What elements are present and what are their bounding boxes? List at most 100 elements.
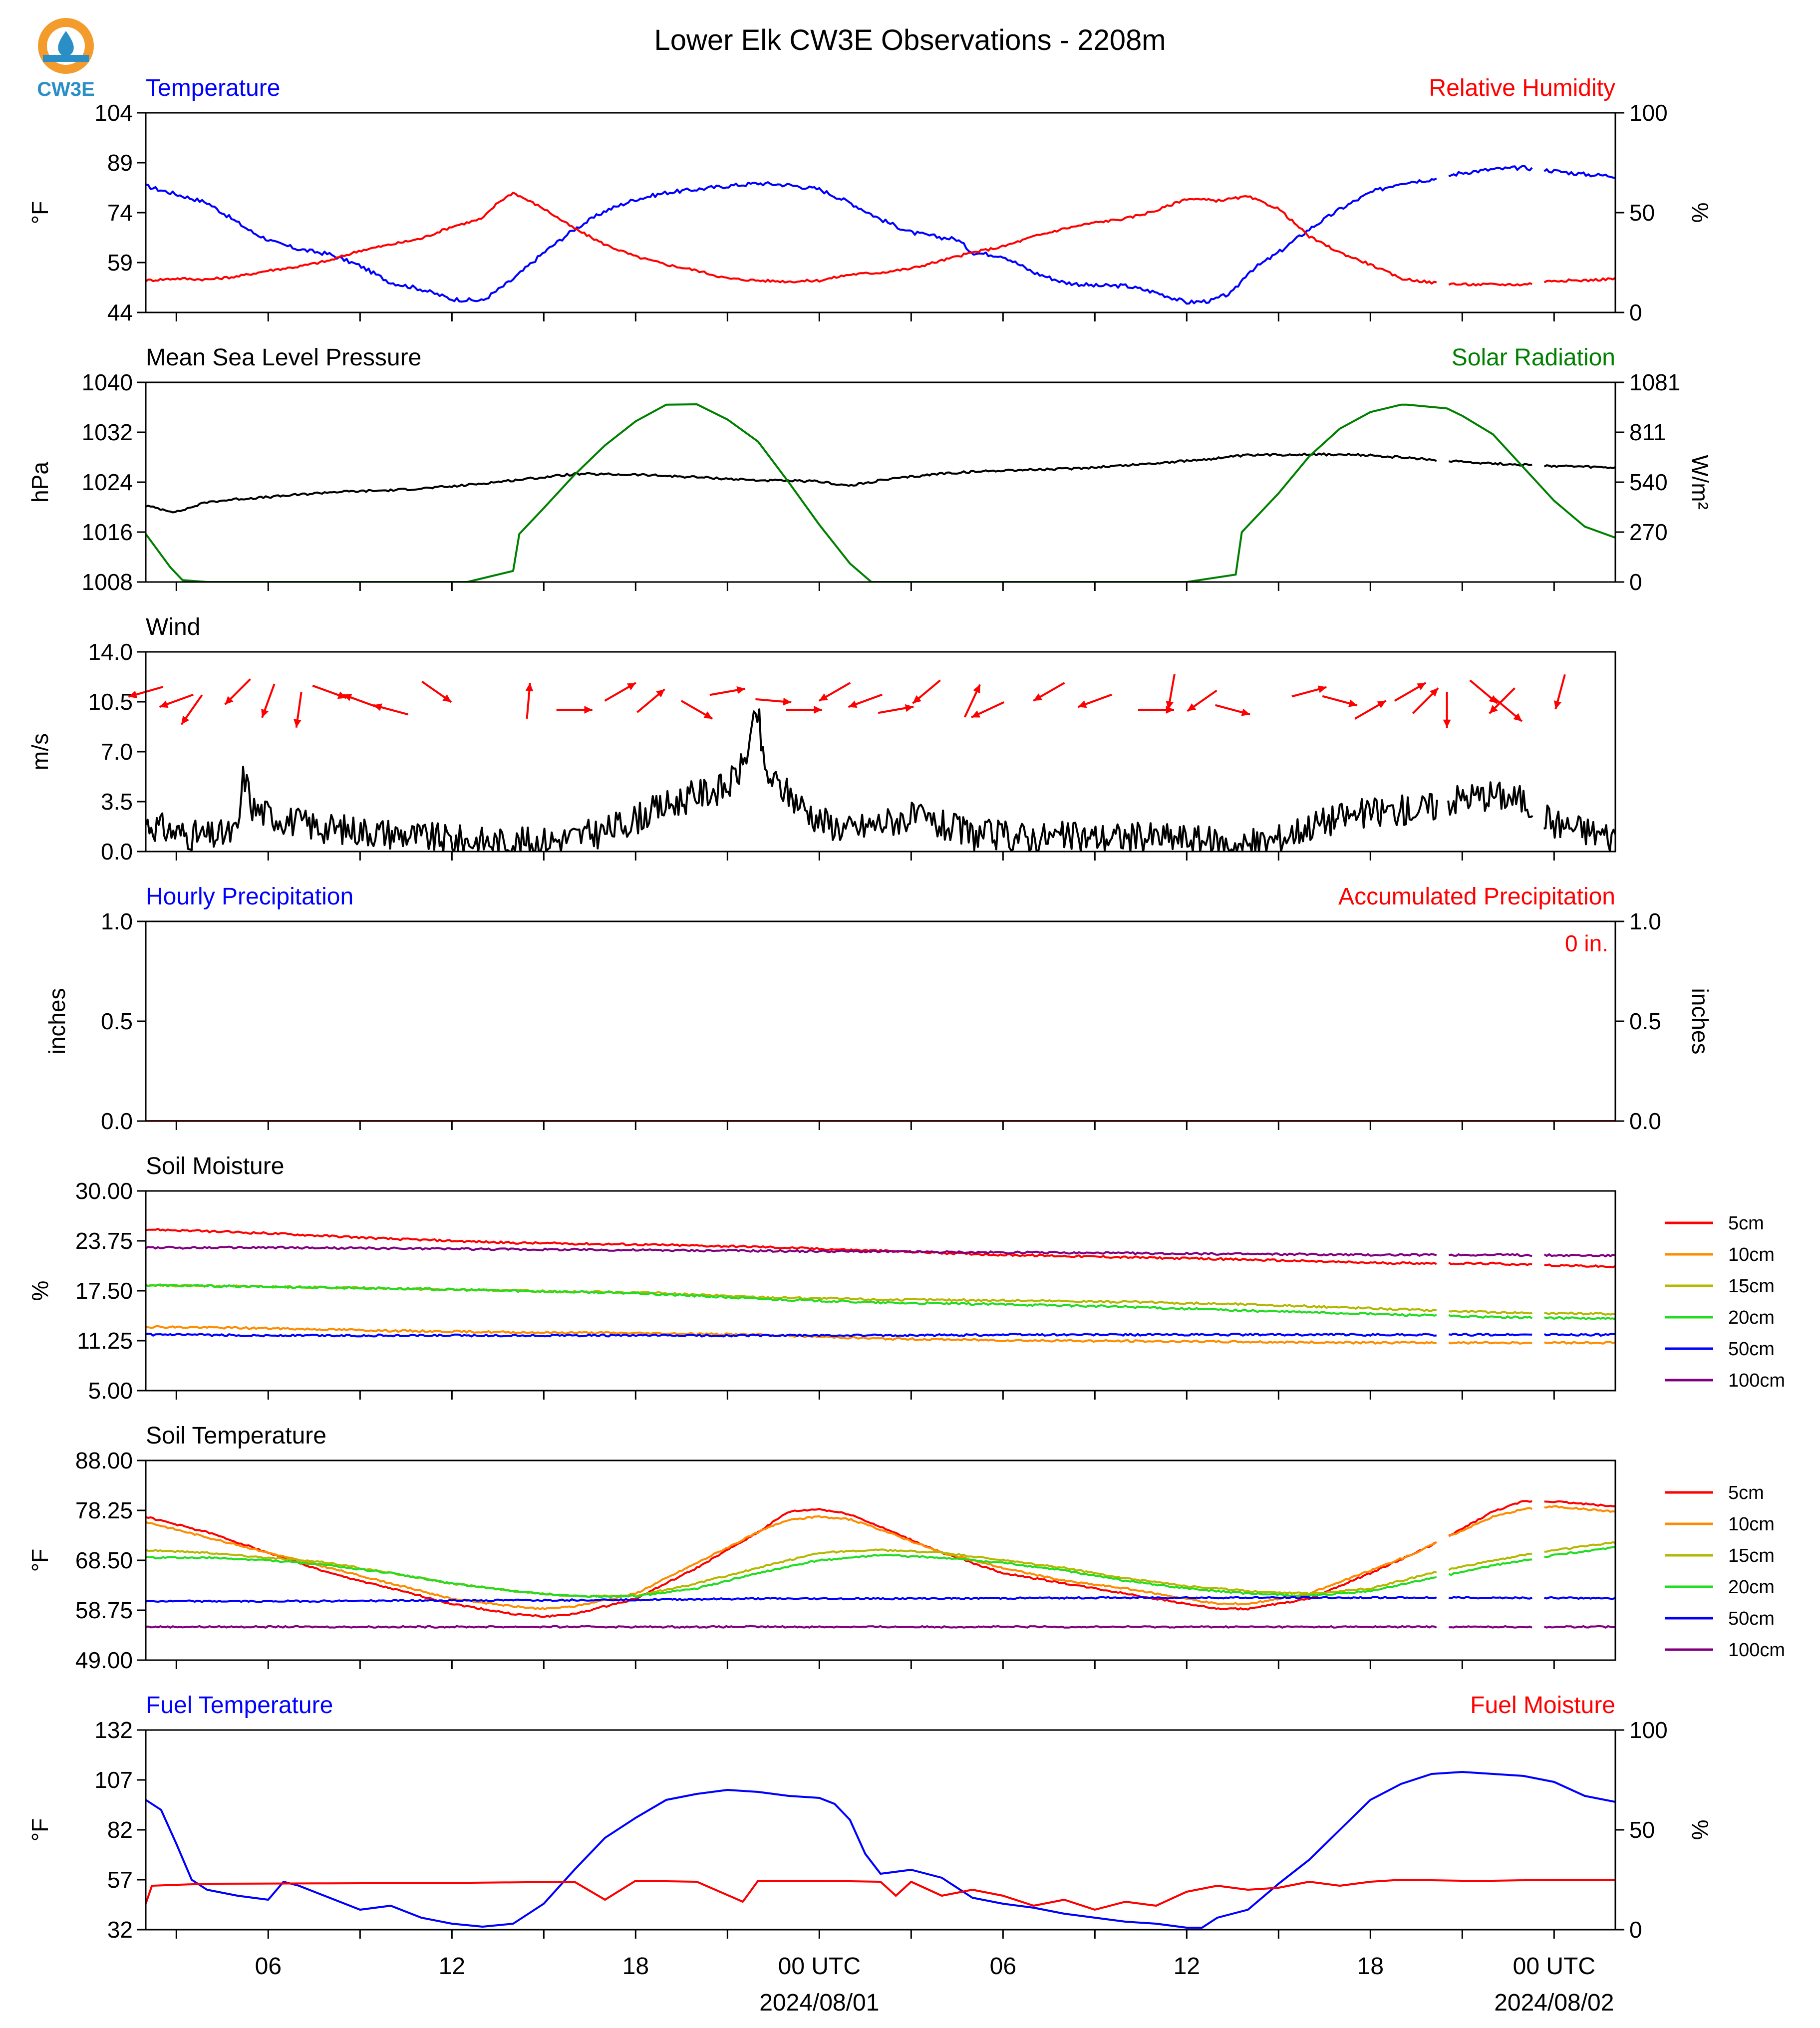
wind-arrowhead bbox=[584, 706, 593, 714]
legend-label: 10cm bbox=[1728, 1244, 1775, 1265]
logo-drop-icon bbox=[58, 31, 74, 58]
y-axis-label: hPa bbox=[27, 462, 53, 503]
y2-tick-label: 540 bbox=[1629, 469, 1668, 495]
x-tick-label: 18 bbox=[622, 1953, 649, 1980]
series-line bbox=[1448, 1558, 1532, 1576]
x-tick-label: 12 bbox=[1174, 1953, 1200, 1980]
legend-label: 5cm bbox=[1728, 1213, 1764, 1234]
series-line bbox=[1543, 277, 1615, 284]
wind-arrowhead bbox=[1553, 700, 1562, 709]
panel-title-left: Fuel Temperature bbox=[146, 1692, 333, 1719]
y2-tick-label: 0 bbox=[1629, 1917, 1642, 1943]
series-line bbox=[146, 1228, 1437, 1265]
y-tick-label: 1.0 bbox=[101, 908, 133, 934]
panel-title-right: Accumulated Precipitation bbox=[1338, 883, 1615, 910]
logo-text: CW3E bbox=[37, 78, 95, 100]
wind-arrowhead bbox=[848, 700, 858, 708]
wind-arrowhead bbox=[736, 686, 745, 694]
series-line bbox=[146, 1325, 1437, 1345]
y-tick-label: 89 bbox=[107, 150, 133, 176]
legend: 5cm 10cm 15cm 20cm 50cm 100cm bbox=[1665, 1482, 1785, 1661]
y2-axis-label: % bbox=[1687, 1820, 1713, 1840]
wind-arrowhead bbox=[1377, 701, 1386, 708]
series-line bbox=[1543, 1316, 1615, 1321]
panel-precip: Hourly Precipitation Accumulated Precipit… bbox=[44, 883, 1713, 1134]
plot-frame bbox=[145, 1459, 1616, 1661]
plot-area bbox=[146, 165, 1615, 305]
y-tick-label: 1024 bbox=[82, 469, 133, 495]
wind-arrowhead bbox=[1033, 693, 1043, 701]
series-line bbox=[146, 1515, 1438, 1610]
panel-fuel: Fuel Temperature Fuel Moisture 132 107 82 57 3… bbox=[27, 1692, 1713, 1943]
y2-axis-label: inches bbox=[1687, 988, 1713, 1055]
y2-axis-label: % bbox=[1687, 203, 1713, 223]
wind-arrowhead bbox=[973, 684, 980, 694]
legend-label: 20cm bbox=[1728, 1577, 1775, 1598]
y-tick-label: 1040 bbox=[82, 369, 133, 395]
y-tick-label: 7.0 bbox=[101, 739, 133, 765]
legend-label: 5cm bbox=[1728, 1482, 1764, 1503]
series-line bbox=[1543, 1333, 1615, 1337]
panel-title-right: Fuel Moisture bbox=[1470, 1692, 1615, 1719]
y-axis-label: °F bbox=[27, 1549, 53, 1572]
wind-arrowhead bbox=[912, 695, 921, 704]
panel-title-left: Wind bbox=[146, 614, 200, 640]
panel-title-right: Solar Radiation bbox=[1452, 344, 1615, 371]
y2-tick-label: 1.0 bbox=[1629, 908, 1661, 934]
series-line bbox=[1544, 1263, 1615, 1268]
y-axis-label: inches bbox=[44, 988, 70, 1055]
x-tick-label: 06 bbox=[255, 1953, 282, 1980]
y-tick-label: 1032 bbox=[82, 419, 133, 445]
x-tick-label: 00 UTC bbox=[1513, 1953, 1595, 1980]
y-tick-label: 10.5 bbox=[88, 689, 133, 715]
wind-arrowhead bbox=[1187, 703, 1197, 711]
x-tick-label: 00 UTC bbox=[778, 1953, 861, 1980]
wind-arrowhead bbox=[783, 697, 792, 706]
x-tick-label: 18 bbox=[1357, 1953, 1384, 1980]
y-tick-label: 32 bbox=[107, 1917, 133, 1943]
wind-arrowhead bbox=[294, 719, 302, 728]
series-line bbox=[1543, 1253, 1615, 1258]
series-line bbox=[1543, 1625, 1615, 1629]
y2-tick-label: 50 bbox=[1629, 1817, 1655, 1843]
series-line bbox=[1449, 1333, 1532, 1337]
y2-tick-label: 270 bbox=[1629, 519, 1668, 545]
y-tick-label: 11.25 bbox=[77, 1328, 133, 1354]
series-line bbox=[1448, 1552, 1532, 1571]
y-tick-label: 107 bbox=[94, 1767, 133, 1793]
series-line bbox=[1449, 1625, 1532, 1629]
wind-arrowhead bbox=[337, 691, 346, 699]
legend: 5cm 10cm 15cm 20cm 50cm 100cm bbox=[1665, 1213, 1785, 1391]
x-tick-label: 12 bbox=[439, 1953, 465, 1980]
wind-arrowhead bbox=[159, 700, 169, 708]
wind-arrowhead bbox=[1348, 699, 1357, 707]
wind-arrowhead bbox=[373, 703, 382, 711]
y2-tick-label: 0.0 bbox=[1629, 1108, 1661, 1134]
legend-label: 100cm bbox=[1728, 1640, 1785, 1661]
plot-area bbox=[146, 1228, 1615, 1345]
y-tick-label: 0.5 bbox=[101, 1008, 133, 1034]
wind-arrowhead bbox=[1166, 701, 1174, 710]
y-tick-label: 1016 bbox=[82, 519, 133, 545]
plot-area bbox=[146, 1500, 1615, 1629]
y2-tick-label: 0 bbox=[1629, 569, 1642, 595]
cw3e-logo: CW3E bbox=[37, 18, 95, 100]
y-tick-label: 17.50 bbox=[75, 1278, 133, 1304]
y-tick-label: 88.00 bbox=[75, 1448, 133, 1473]
y-tick-label: 78.25 bbox=[75, 1497, 133, 1523]
series-line bbox=[1544, 1311, 1615, 1316]
y-tick-label: 82 bbox=[107, 1817, 133, 1843]
wind-arrowhead bbox=[1489, 695, 1498, 704]
plot-area bbox=[146, 708, 1615, 852]
series-line bbox=[1448, 1596, 1532, 1600]
series-line bbox=[146, 1245, 1437, 1257]
series-line bbox=[1448, 459, 1532, 467]
precip-total-annotation: 0 in. bbox=[1565, 930, 1608, 956]
panel-title-left: Hourly Precipitation bbox=[146, 883, 353, 910]
series-line bbox=[146, 1771, 1615, 1929]
panel-soilm: Soil Moisture 30.00 23.75 17.50 11.25 5.00% 5c… bbox=[27, 1153, 1785, 1404]
wind-arrowhead bbox=[442, 694, 452, 702]
legend-label: 100cm bbox=[1728, 1370, 1785, 1391]
series-line bbox=[1544, 1341, 1615, 1345]
